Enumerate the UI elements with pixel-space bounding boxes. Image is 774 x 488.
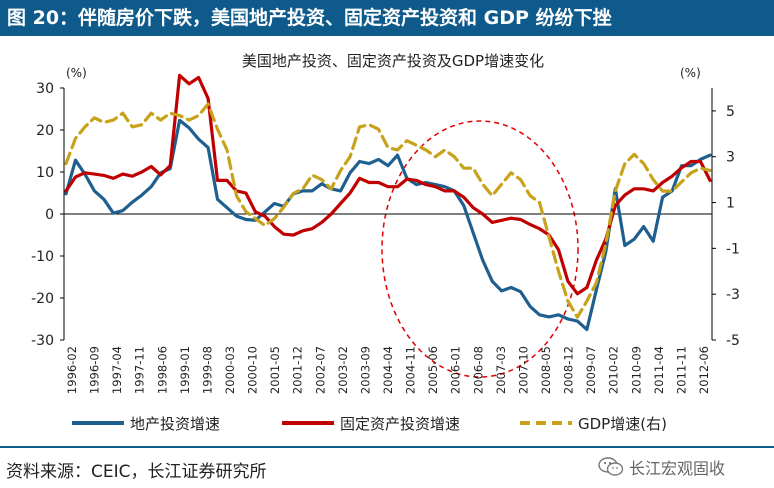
- footer-divider: [0, 446, 774, 448]
- highlight-circle: [381, 120, 579, 378]
- x-tick-label: 1999-01: [178, 346, 192, 394]
- left-tick-label: 30: [36, 81, 54, 97]
- x-tick-label: 2000-03: [223, 346, 237, 394]
- x-tick-label: 2005-06: [426, 346, 440, 394]
- x-tick-label: 2003-02: [336, 346, 350, 394]
- left-tick-label: 20: [36, 123, 54, 139]
- left-tick-label: -30: [31, 333, 54, 349]
- x-tick-label: 2011-11: [674, 346, 688, 394]
- x-tick-label: 2006-01: [449, 346, 463, 394]
- wechat-icon: [598, 457, 624, 476]
- x-tick-label: 2006-08: [471, 346, 485, 394]
- line-chart: 美国地产投资、固定资产投资及GDP增速变化 (%) (%) 30 20 10 0 -10…: [31, 52, 740, 433]
- x-tick-label: 2007-03: [494, 346, 508, 394]
- right-tick-label: 5: [726, 104, 735, 120]
- figure-title-banner: 图 20：伴随房价下跌，美国地产投资、固定资产投资和 GDP 纷纷下挫: [0, 0, 774, 36]
- watermark: 长江宏观固收: [598, 452, 725, 482]
- x-tick-label: 2011-04: [652, 346, 666, 394]
- x-tick-label: 2004-04: [381, 346, 395, 394]
- left-tick-label: -20: [31, 291, 54, 307]
- series-line-0: [64, 118, 712, 332]
- x-tick-label: 1997-11: [133, 346, 147, 394]
- x-tick-label: 1999-08: [200, 346, 214, 394]
- x-tick-label: 1996-02: [65, 346, 79, 394]
- right-tick-label: -1: [726, 241, 740, 257]
- left-tick-label: 10: [36, 165, 54, 181]
- watermark-label: 长江宏观固收: [629, 459, 726, 478]
- right-tick-label: 3: [726, 150, 735, 166]
- left-tick-label: -10: [31, 249, 54, 265]
- x-tick-label: 2001-05: [268, 346, 282, 394]
- legend-label-0: 地产投资增速: [130, 415, 220, 433]
- legend-label-1: 固定资产投资增速: [340, 415, 460, 433]
- source-note: 资料来源：CEIC，长江证券研究所: [6, 462, 267, 482]
- x-tick-label: 2012-06: [697, 346, 711, 394]
- right-axis-unit: (%): [680, 66, 701, 80]
- left-tick-label: 0: [45, 207, 54, 223]
- right-tick-label: -5: [726, 333, 740, 349]
- x-tick-label: 2009-07: [584, 346, 598, 394]
- x-tick-label: 1997-04: [110, 346, 124, 394]
- x-tick-label: 2008-05: [539, 346, 553, 394]
- x-tick-label: 2002-07: [313, 346, 327, 394]
- series-line-1: [64, 73, 712, 296]
- legend-label-2: GDP增速(右): [578, 415, 667, 433]
- x-tick-label: 1998-06: [155, 346, 169, 394]
- x-tick-label: 2003-09: [358, 346, 372, 394]
- right-tick-label: -3: [726, 287, 740, 303]
- x-tick-label: 2001-12: [291, 346, 305, 394]
- x-tick-label: 2004-11: [404, 346, 418, 394]
- x-tick-label: 1996-09: [88, 346, 102, 394]
- x-tick-label: 2007-10: [516, 346, 530, 394]
- x-tick-label: 2008-12: [562, 346, 576, 394]
- right-tick-label: 1: [726, 196, 735, 212]
- left-axis-unit: (%): [66, 66, 87, 80]
- x-tick-label: 2010-02: [607, 346, 621, 394]
- x-tick-label: 2010-09: [629, 346, 643, 394]
- chart-title: 美国地产投资、固定资产投资及GDP增速变化: [242, 52, 544, 70]
- x-tick-label: 2000-10: [246, 346, 260, 394]
- series-line-2: [64, 102, 712, 319]
